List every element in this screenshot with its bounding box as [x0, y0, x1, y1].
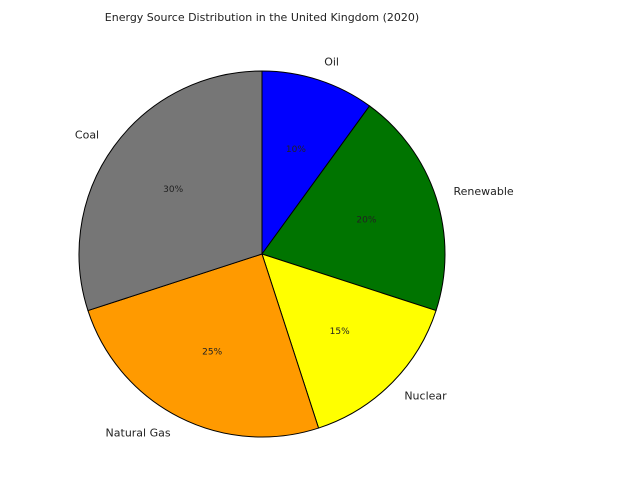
pie-slice-natural-gas — [87, 253, 320, 438]
pie-slice-coal — [78, 70, 263, 312]
slice-label-renewable: Renewable — [453, 185, 513, 198]
labels-layer: Oil 10% Renewable 20% Nuclear 15% Natural Gas 2… — [75, 56, 514, 440]
slice-label-oil: Oil — [324, 56, 339, 69]
slice-label-nuclear: Nuclear — [404, 389, 447, 402]
pct-label-oil: 10% — [286, 145, 306, 155]
pct-label-coal: 30% — [163, 185, 183, 195]
pie-slice-renewable — [261, 105, 446, 312]
pie-slice-oil — [261, 70, 371, 256]
pie-slice-nuclear — [261, 253, 437, 429]
slice-label-coal: Coal — [75, 129, 99, 142]
pct-label-renewable: 20% — [356, 216, 376, 226]
pct-label-nuclear: 15% — [330, 327, 350, 337]
slices-layer — [78, 70, 446, 438]
slice-label-natural-gas: Natural Gas — [106, 426, 171, 439]
pct-label-natural-gas: 25% — [202, 347, 222, 357]
chart-title: Energy Source Distribution in the United… — [105, 11, 419, 24]
